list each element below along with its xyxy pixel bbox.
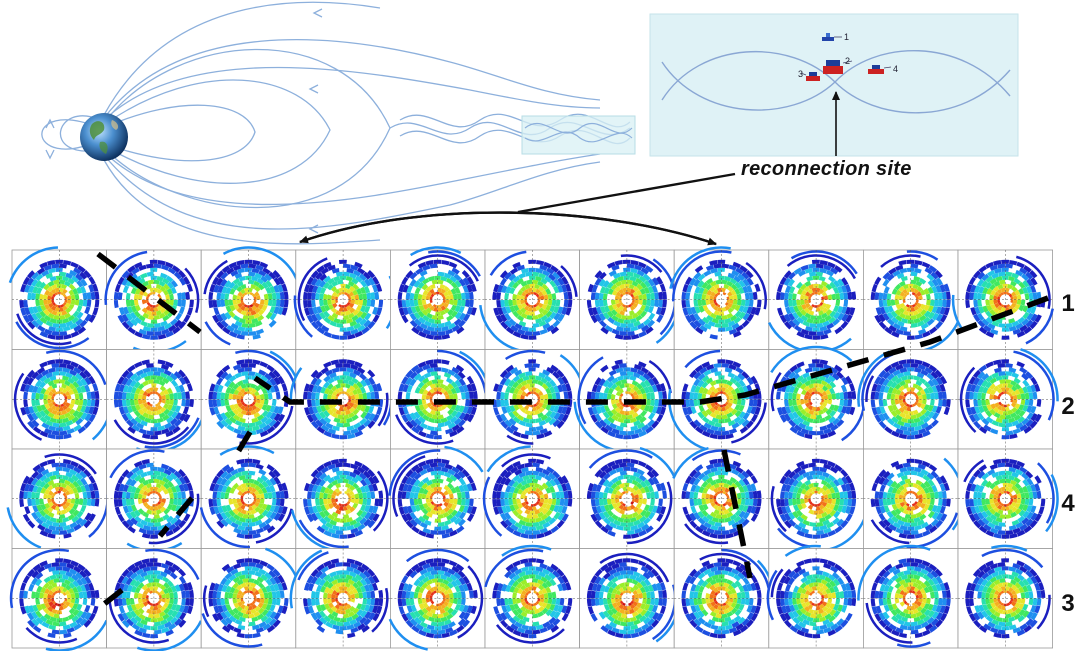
distribution-panel [482,445,580,549]
spacecraft-4-icon [868,65,892,74]
inset-box [649,13,1019,157]
distribution-panel [669,246,770,350]
earth-icon [80,113,128,161]
distribution-panel [579,548,681,649]
row-label-spacecraft-1: 1 [1061,290,1075,317]
distribution-panel [484,544,580,649]
distribution-panel [199,445,297,549]
distribution-panel [957,448,1059,549]
spacecraft-2-icon [823,60,853,74]
distribution-panel [106,448,202,553]
distribution-panel [388,548,486,651]
row-label-spacecraft-4: 4 [1061,490,1075,517]
distribution-panel [106,349,207,453]
distribution-panel [200,547,302,649]
distribution-panel [957,544,1053,649]
distribution-panel [388,445,486,549]
distribution-panel [389,246,486,350]
distribution-panel [8,246,107,350]
tail-region-box [521,115,636,155]
distribution-panel [766,544,864,649]
distribution-panel [863,448,965,549]
time-span-arrow [299,172,736,246]
distribution-panel [668,349,770,453]
distribution-panel [200,246,302,350]
reconnection-track-dashes [92,251,1049,615]
spacecraft-3-label: 3 [798,69,803,79]
distribution-panel [863,249,964,352]
distribution-panel [106,548,203,652]
distribution-panel [289,548,391,649]
distribution-panel [672,446,770,549]
distribution-panel [479,249,580,353]
distribution-panel [673,548,775,649]
distribution-panel [11,349,113,450]
spacecraft-4-label: 4 [893,64,898,74]
distribution-panel [857,349,959,450]
spacecraft-1-label: 1 [844,32,849,42]
spacecraft-2-label: 2 [845,56,850,66]
distribution-panel [768,448,870,553]
distribution-panel [767,249,864,354]
distribution-panel [768,345,866,450]
distribution-panel-grid [6,246,1059,652]
reconnection-inset: 1 2 3 4 [649,13,1019,157]
row-label-spacecraft-3: 3 [1061,590,1075,617]
distribution-panel [484,349,586,450]
row-label-spacecraft-2: 2 [1061,393,1075,420]
distribution-panel [579,249,681,350]
distribution-panel [293,249,397,350]
spacecraft-3-icon [800,72,820,81]
distribution-panel [957,348,1059,450]
reconnection-site-label: reconnection site [741,158,912,180]
distribution-panel [857,544,959,649]
spacecraft-1-icon [822,33,842,41]
distribution-panel [9,548,108,652]
distribution-panel [579,446,679,549]
distribution-panel [104,249,202,354]
distribution-panel [6,448,109,549]
distribution-panel [290,448,391,553]
